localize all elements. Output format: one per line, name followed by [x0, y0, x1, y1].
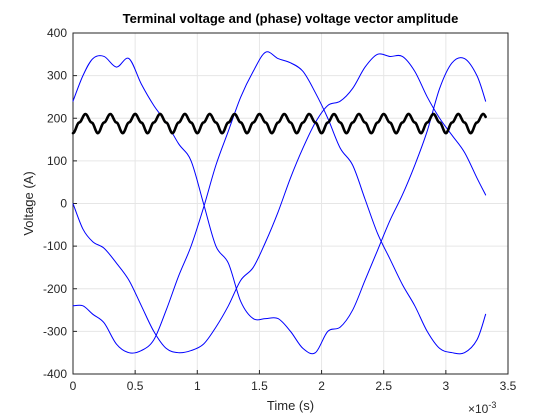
x-tick-label: 0 — [70, 379, 77, 393]
y-axis-label: Voltage (A) — [21, 171, 36, 235]
y-tick-label: -400 — [43, 367, 67, 381]
x-axis-label: Time (s) — [267, 398, 314, 413]
x-tick-label: 1.5 — [251, 379, 268, 393]
x-tick-label: 1 — [194, 379, 201, 393]
x-tick-label: 0.5 — [127, 379, 144, 393]
y-tick-label: 0 — [60, 197, 67, 211]
series-line-phase-b — [72, 51, 487, 355]
x-axis-exponent-base: ×10 — [468, 402, 489, 416]
x-tick-label: 3.5 — [500, 379, 517, 393]
y-tick-label: -300 — [43, 324, 67, 338]
chart-title: Terminal voltage and (phase) voltage vec… — [123, 11, 459, 26]
series-line-phase-a — [72, 53, 487, 354]
y-tick-label: 200 — [47, 111, 67, 125]
y-tick-label: -200 — [43, 282, 67, 296]
y-tick-label: 400 — [47, 26, 67, 40]
series-layer — [71, 51, 487, 355]
x-axis-exponent-power: -3 — [488, 400, 496, 410]
series-line-amplitude — [71, 112, 487, 135]
ticks: 0 0.5 1 1.5 2 2.5 3 3.5 -400 -300 -200 -100 0 100 200 3… — [43, 26, 517, 393]
grid — [72, 32, 509, 375]
y-tick-label: -100 — [43, 239, 67, 253]
y-tick-label: 100 — [47, 154, 67, 168]
x-tick-label: 2 — [318, 379, 325, 393]
y-tick-label: 300 — [47, 69, 67, 83]
x-axis-exponent: ×10-3 — [468, 400, 496, 416]
x-tick-label: 2.5 — [375, 379, 392, 393]
x-tick-label: 3 — [443, 379, 450, 393]
series-line-phase-c — [72, 55, 487, 355]
